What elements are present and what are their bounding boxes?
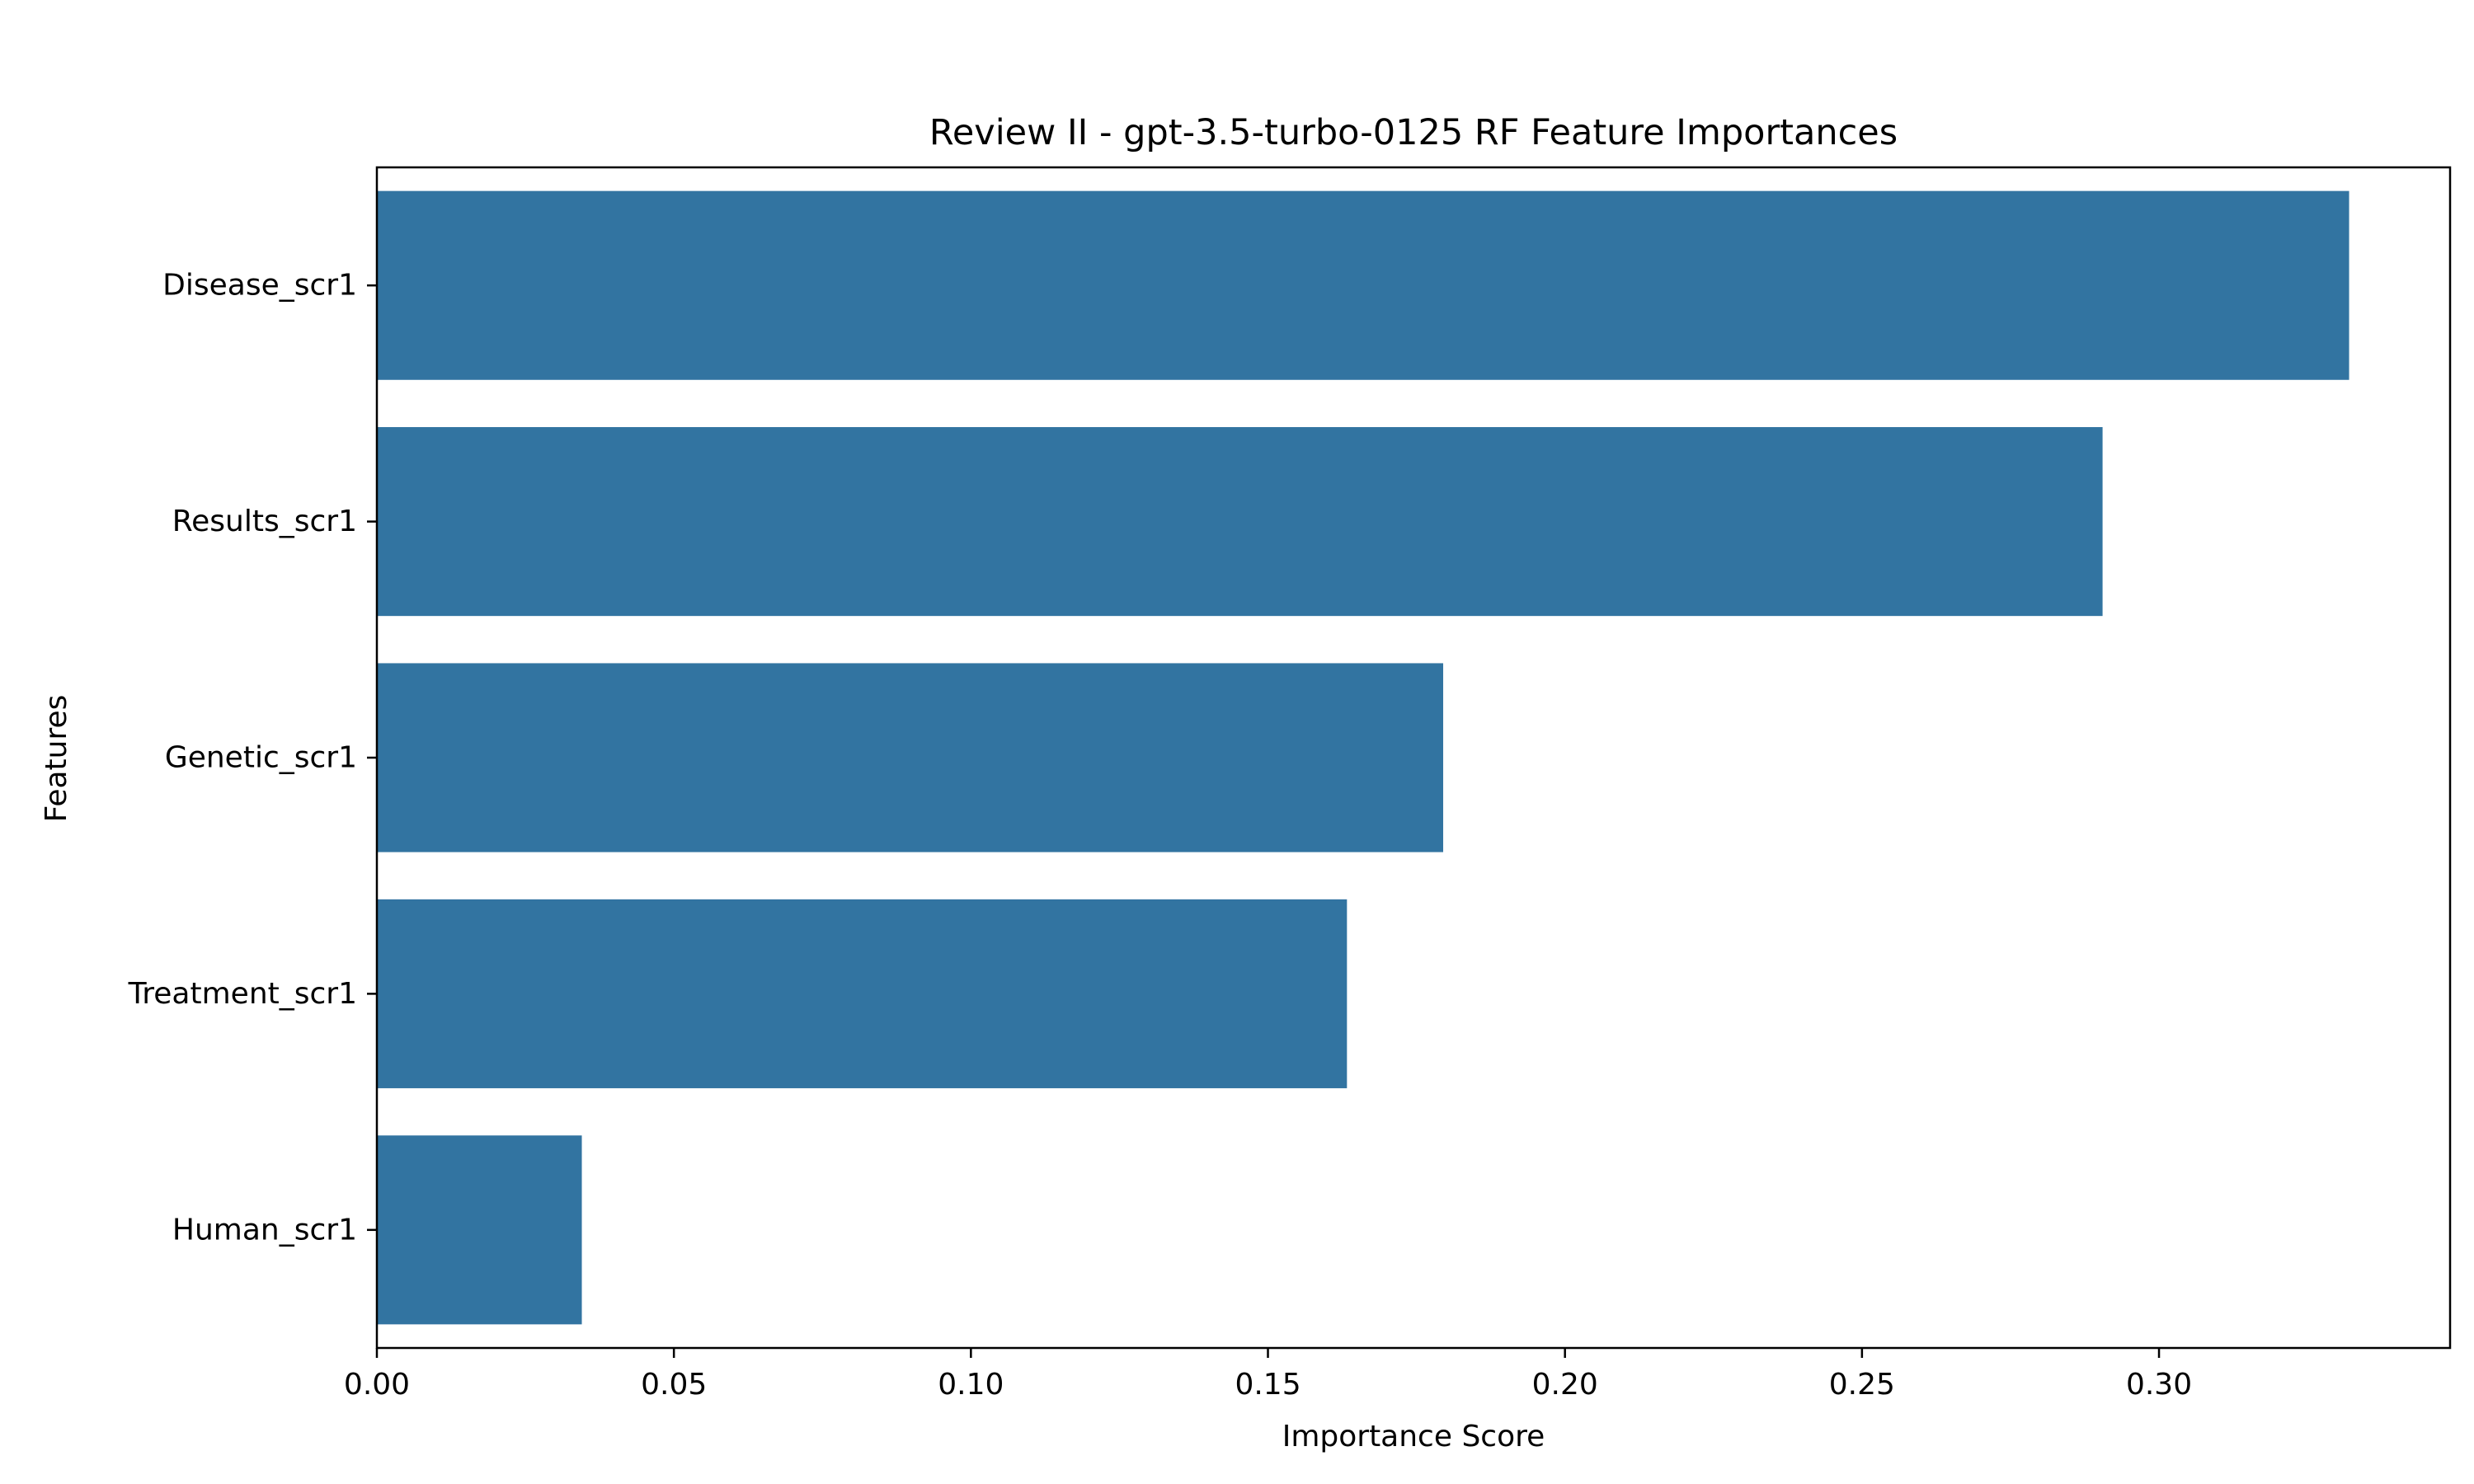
chart-title: Review II - gpt-3.5-turbo-0125 RF Featur… [929, 112, 1898, 153]
bar-human-scr1 [377, 1135, 582, 1325]
x-tick-label: 0.15 [1235, 1368, 1300, 1402]
y-axis-label: Features [40, 695, 73, 823]
y-tick-label: Disease_scr1 [162, 269, 357, 303]
x-axis-label: Importance Score [1282, 1420, 1545, 1453]
y-tick-label: Human_scr1 [172, 1213, 357, 1247]
bar-results-scr1 [377, 427, 2103, 617]
bar-genetic-scr1 [377, 663, 1444, 852]
bars-layer [377, 190, 2349, 1325]
x-tick-label: 0.25 [1829, 1368, 1895, 1402]
x-tick-label: 0.00 [344, 1368, 410, 1402]
bar-treatment-scr1 [377, 899, 1348, 1088]
y-tick-label: Results_scr1 [172, 505, 357, 538]
x-tick-label: 0.20 [1532, 1368, 1598, 1402]
x-tick-label: 0.10 [938, 1368, 1004, 1402]
x-axis-ticks: 0.00 0.05 0.10 0.15 0.20 0.25 0.30 [344, 1348, 2192, 1402]
bar-disease-scr1 [377, 190, 2349, 380]
x-tick-label: 0.05 [641, 1368, 707, 1402]
y-tick-label: Genetic_scr1 [165, 741, 357, 775]
x-tick-label: 0.30 [2126, 1368, 2192, 1402]
y-axis-ticks: Disease_scr1 Results_scr1 Genetic_scr1 Trea… [128, 269, 377, 1247]
y-tick-label: Treatment_scr1 [128, 977, 357, 1011]
plot-frame [375, 166, 2452, 1350]
